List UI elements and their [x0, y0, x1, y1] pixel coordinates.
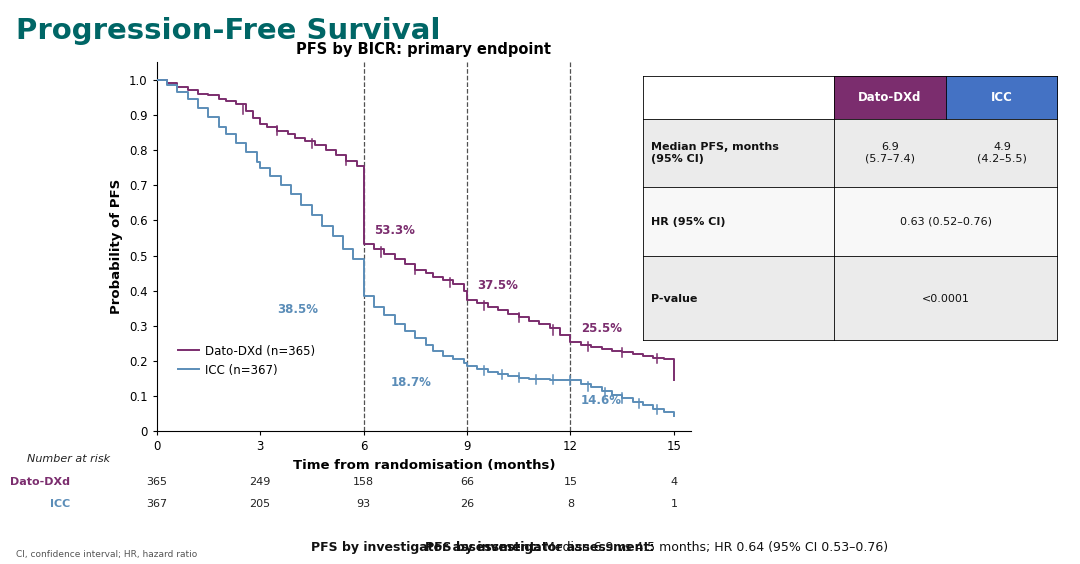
- Text: PFS by investigator assessment:: PFS by investigator assessment:: [311, 541, 540, 554]
- Text: 367: 367: [146, 499, 167, 509]
- Text: 25.5%: 25.5%: [581, 321, 622, 334]
- Text: ICC: ICC: [991, 91, 1013, 104]
- Text: Progression-Free Survival: Progression-Free Survival: [16, 17, 441, 45]
- Text: <0.0001: <0.0001: [922, 294, 970, 304]
- Text: 4.9
(4.2–5.5): 4.9 (4.2–5.5): [977, 142, 1027, 164]
- Text: 205: 205: [249, 499, 271, 509]
- Text: 26: 26: [460, 499, 474, 509]
- Text: Median 6.9 vs 4.5 months; HR 0.64 (95% CI 0.53–0.76): Median 6.9 vs 4.5 months; HR 0.64 (95% C…: [540, 541, 888, 554]
- Text: Dato-DXd: Dato-DXd: [10, 477, 70, 487]
- Text: Number at risk: Number at risk: [27, 454, 110, 464]
- Text: HR (95% CI): HR (95% CI): [651, 217, 726, 227]
- Text: 1: 1: [671, 499, 677, 509]
- Text: 38.5%: 38.5%: [278, 303, 319, 316]
- Text: Median PFS, months
(95% CI): Median PFS, months (95% CI): [651, 142, 779, 164]
- Text: 66: 66: [460, 477, 474, 487]
- Bar: [643, 118, 1058, 187]
- Text: PFS by investigator assessment: Median 6.9 vs 4.5 months; HR 0.64 (95% CI 0.53–0: PFS by investigator assessment: Median 6…: [265, 541, 815, 554]
- Text: 18.7%: 18.7%: [391, 376, 432, 389]
- Text: 37.5%: 37.5%: [477, 280, 518, 293]
- Text: PFS by investigator assessment:: PFS by investigator assessment:: [426, 541, 654, 554]
- Text: CI, confidence interval; HR, hazard ratio: CI, confidence interval; HR, hazard rati…: [16, 550, 198, 559]
- Bar: [643, 76, 834, 118]
- Text: 6.9
(5.7–7.4): 6.9 (5.7–7.4): [865, 142, 915, 164]
- Text: 4: 4: [671, 477, 677, 487]
- Bar: [946, 76, 1058, 118]
- Title: PFS by BICR: primary endpoint: PFS by BICR: primary endpoint: [296, 42, 552, 57]
- Legend: Dato-DXd (n=365), ICC (n=367): Dato-DXd (n=365), ICC (n=367): [173, 340, 320, 381]
- Text: 15: 15: [564, 477, 578, 487]
- Bar: [643, 187, 1058, 257]
- Text: 158: 158: [353, 477, 374, 487]
- Text: 365: 365: [146, 477, 167, 487]
- X-axis label: Time from randomisation (months): Time from randomisation (months): [293, 459, 555, 472]
- Text: ICC: ICC: [50, 499, 70, 509]
- Bar: [834, 76, 946, 118]
- Text: 14.6%: 14.6%: [581, 394, 622, 407]
- Text: Dato-DXd: Dato-DXd: [859, 91, 921, 104]
- Text: P-value: P-value: [651, 294, 698, 304]
- Text: 8: 8: [567, 499, 575, 509]
- Text: 0.63 (0.52–0.76): 0.63 (0.52–0.76): [900, 217, 993, 227]
- Text: 93: 93: [356, 499, 370, 509]
- Text: 249: 249: [249, 477, 271, 487]
- Y-axis label: Probability of PFS: Probability of PFS: [110, 179, 123, 314]
- Text: 53.3%: 53.3%: [374, 224, 415, 237]
- Bar: [643, 257, 1058, 341]
